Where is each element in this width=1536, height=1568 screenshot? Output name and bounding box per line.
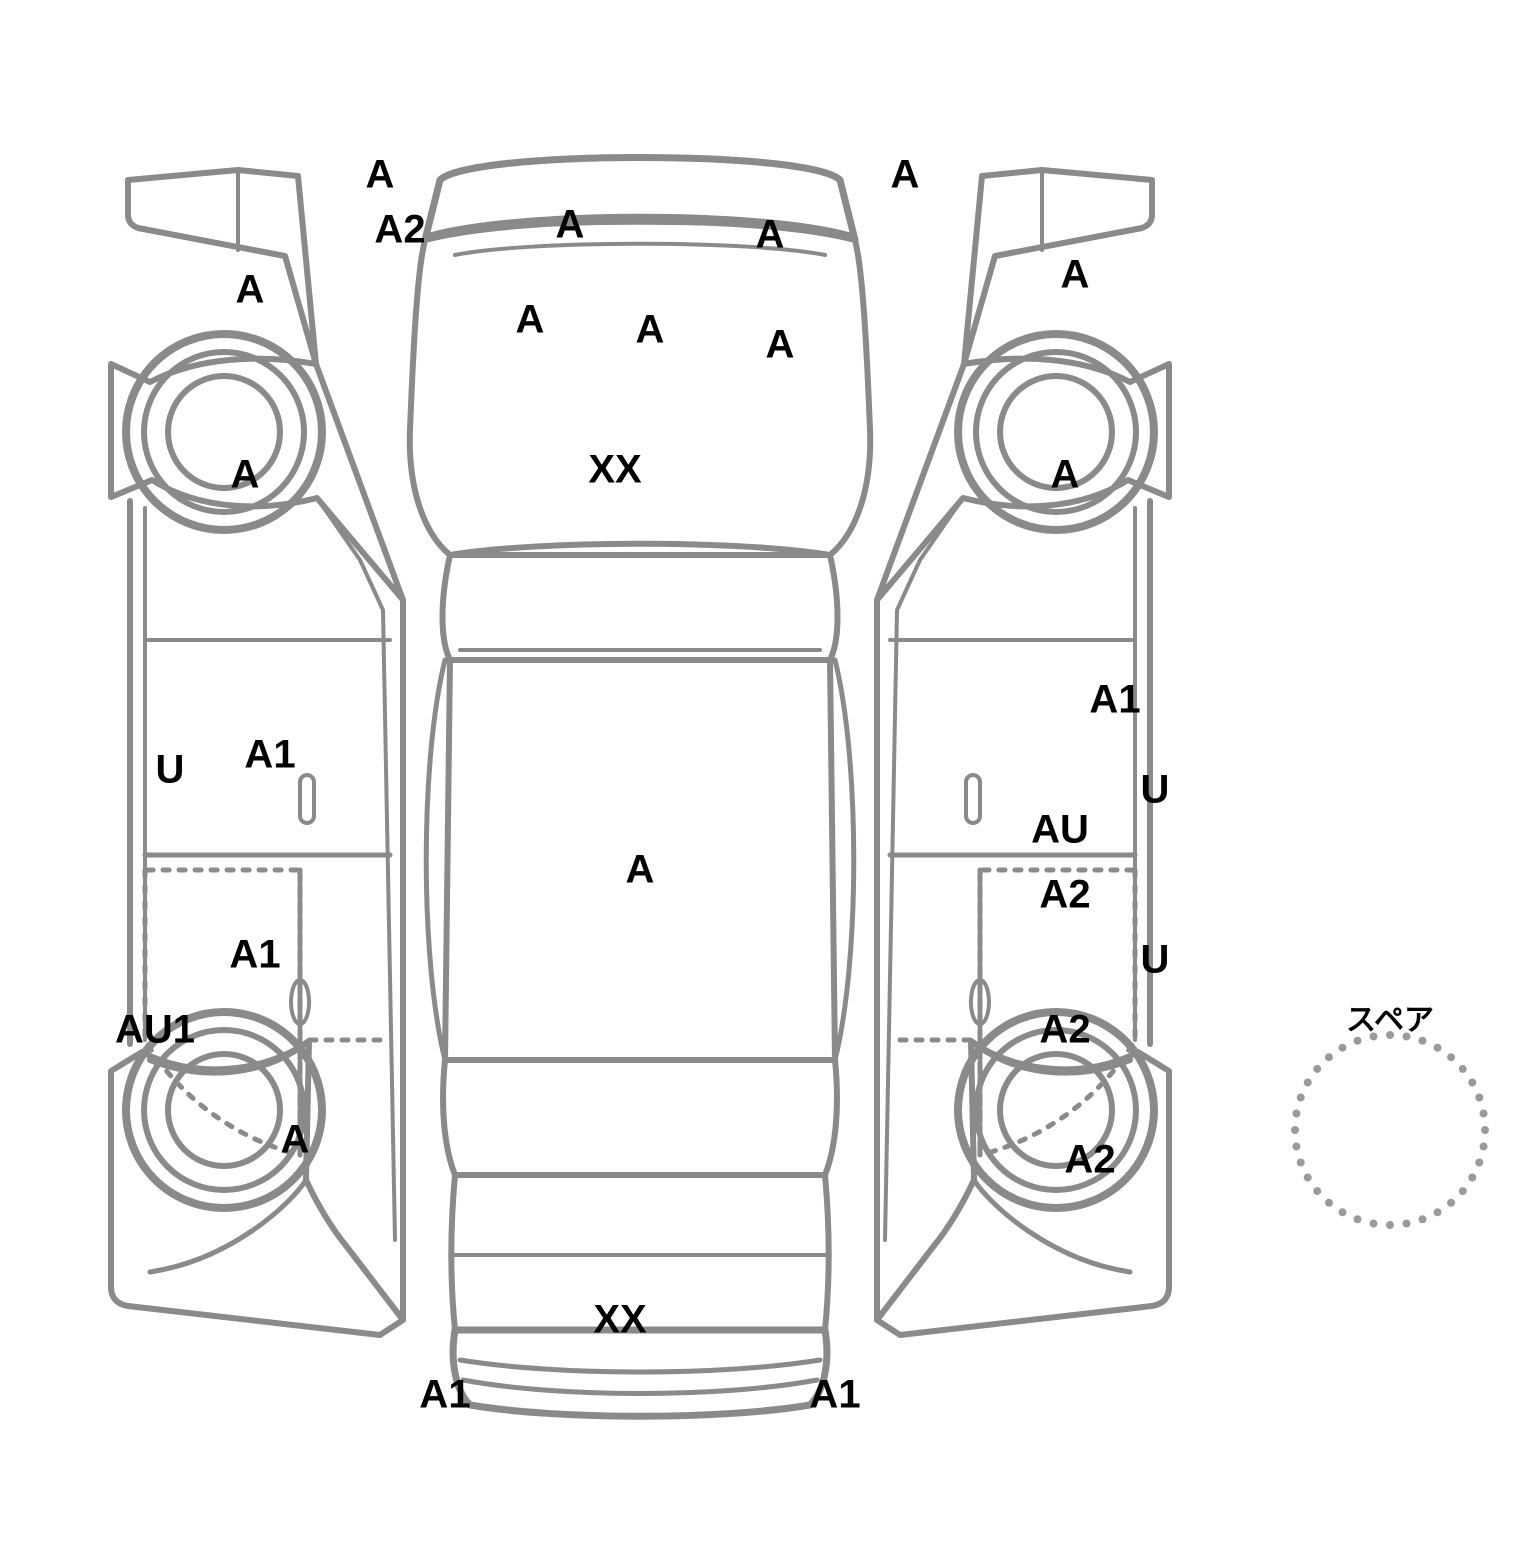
damage-label: A xyxy=(756,213,785,258)
damage-label: A xyxy=(766,323,795,368)
damage-label: A xyxy=(556,203,585,248)
damage-label: AU1 xyxy=(115,1008,195,1053)
damage-label: A1 xyxy=(809,1373,860,1418)
damage-label: A xyxy=(516,298,545,343)
damage-label: U xyxy=(156,748,185,793)
damage-label: A xyxy=(366,153,395,198)
damage-label: A2 xyxy=(1064,1138,1115,1183)
damage-label: A1 xyxy=(229,933,280,978)
damage-label: A xyxy=(636,308,665,353)
damage-label: XX xyxy=(593,1298,646,1343)
damage-label: A xyxy=(1051,453,1080,498)
damage-label: A1 xyxy=(419,1373,470,1418)
damage-label: U xyxy=(1141,768,1170,813)
damage-label: AU xyxy=(1031,808,1089,853)
damage-label: A xyxy=(231,453,260,498)
damage-label: A xyxy=(236,268,265,313)
car-damage-diagram: AAA2AAAAAAAAAXXA1UA1UAUAA2A1UAU1A2AA2XXA… xyxy=(0,0,1536,1568)
damage-label: A1 xyxy=(244,733,295,778)
spare-tyre-label: スペア xyxy=(1346,995,1434,1039)
damage-label: A xyxy=(626,848,655,893)
spare-tyre-icon xyxy=(1291,1031,1489,1229)
damage-label: U xyxy=(1141,938,1170,983)
car-right-side-view xyxy=(877,170,1169,1335)
damage-label: A xyxy=(281,1118,310,1163)
damage-label: A2 xyxy=(374,208,425,253)
damage-label: A xyxy=(1061,253,1090,298)
damage-label: XX xyxy=(588,448,641,493)
damage-label: A2 xyxy=(1039,873,1090,918)
damage-label: A1 xyxy=(1089,678,1140,723)
damage-label: A xyxy=(891,153,920,198)
damage-label: A2 xyxy=(1039,1008,1090,1053)
